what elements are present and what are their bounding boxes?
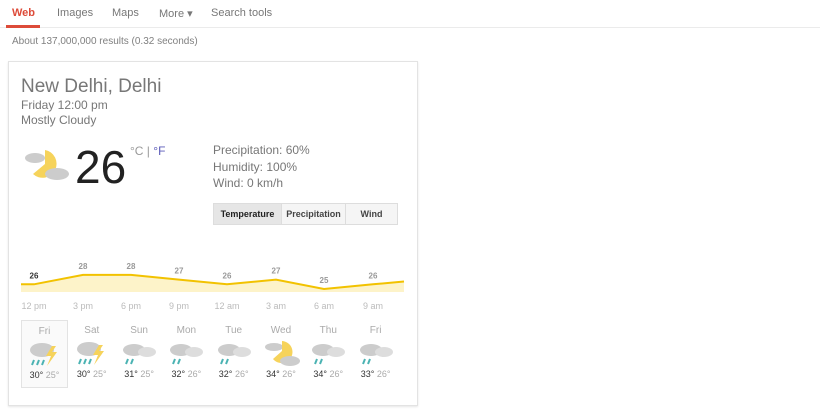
day-name: Sat	[84, 325, 100, 336]
day-name: Wed	[270, 325, 292, 336]
forecast-day[interactable]: Thu 34° 26°	[305, 320, 352, 388]
tab-web[interactable]: Web	[12, 7, 36, 19]
rain-cloud-icon	[123, 344, 157, 365]
active-tab-underline	[6, 25, 40, 28]
forecast-day[interactable]: Fri 33° 26°	[352, 320, 399, 388]
time-label: 6 pm	[120, 301, 141, 311]
rain-cloud-icon	[359, 344, 393, 365]
forecast-day[interactable]: Wed 34° 26°	[258, 320, 305, 388]
high-temp: 32°	[171, 369, 186, 379]
data-label: 27	[175, 267, 184, 276]
forecast-day[interactable]: Tue 32° 26°	[210, 320, 257, 388]
low-temp: 25°	[45, 370, 60, 380]
day-temps: 30° 25°	[68, 369, 115, 379]
thunderstorm-icon	[29, 343, 57, 366]
high-temp: 33°	[360, 369, 375, 379]
tab-maps[interactable]: Maps	[112, 7, 139, 19]
time-label: 3 pm	[72, 301, 93, 311]
day-name: Fri	[369, 325, 382, 336]
tab-temperature[interactable]: Temperature	[214, 204, 281, 224]
tab-precipitation[interactable]: Precipitation	[281, 204, 345, 224]
low-temp: 26°	[187, 369, 202, 379]
day-temps: 33° 26°	[352, 369, 399, 379]
rain-cloud-icon	[170, 344, 204, 365]
forecast-day[interactable]: Mon 32° 26°	[163, 320, 210, 388]
low-temp: 26°	[376, 369, 391, 379]
condition: Mostly Cloudy	[21, 113, 97, 127]
humidity: Humidity: 100%	[213, 160, 298, 174]
day-temps: 32° 26°	[163, 369, 210, 379]
low-temp: 26°	[329, 369, 344, 379]
low-temp: 25°	[93, 369, 107, 379]
day-temps: 30° 25°	[22, 370, 67, 380]
forecast-day[interactable]: Sun 31° 25°	[116, 320, 163, 388]
low-temp: 25°	[140, 369, 154, 379]
result-stats: About 137,000,000 results (0.32 seconds)	[12, 36, 198, 47]
celsius-unit[interactable]: °C	[130, 144, 144, 158]
current-temperature: 26	[75, 141, 127, 193]
time-label: 9 pm	[168, 301, 189, 311]
day-temps: 31° 25°	[116, 369, 163, 379]
tab-more[interactable]: More ▾	[159, 8, 193, 20]
unit-separator: |	[143, 144, 154, 158]
time-label: 12 am	[214, 301, 240, 311]
time-label: 3 am	[265, 301, 286, 311]
temperature-chart: 26 28 28 27 26 27 25 26	[21, 262, 405, 292]
high-temp: 34°	[266, 369, 280, 379]
high-temp: 32°	[218, 369, 233, 379]
data-label: 28	[127, 262, 136, 271]
day-name: Thu	[319, 325, 337, 336]
day-temps: 32° 26°	[210, 369, 257, 379]
location: New Delhi, Delhi	[21, 76, 162, 97]
day-name: Sun	[130, 325, 148, 336]
time-label: 12 pm	[21, 301, 47, 311]
tab-images[interactable]: Images	[57, 7, 94, 19]
unit-toggle: °C | °F	[130, 144, 165, 158]
data-label: 26	[223, 271, 232, 280]
time-label: 9 am	[362, 301, 383, 311]
chart-tabs: Temperature Precipitation Wind	[213, 203, 398, 225]
search-tools[interactable]: Search tools	[211, 7, 273, 19]
wind: Wind: 0 km/h	[213, 176, 284, 190]
day-temps: 34° 26°	[258, 369, 305, 379]
thunderstorm-icon	[76, 342, 104, 365]
high-temp: 30°	[76, 369, 91, 379]
chart-line	[21, 273, 405, 291]
data-label: 25	[320, 276, 329, 285]
low-temp: 26°	[282, 369, 296, 379]
high-temp: 31°	[124, 369, 138, 379]
high-temp: 30°	[29, 370, 44, 380]
forecast-day[interactable]: Sat 30° 25°	[68, 320, 115, 388]
low-temp: 26°	[234, 369, 249, 379]
day-temps: 34° 26°	[305, 369, 352, 379]
tab-wind[interactable]: Wind	[345, 204, 397, 224]
high-temp: 34°	[313, 369, 328, 379]
time-label: 6 am	[313, 301, 334, 311]
fahrenheit-unit[interactable]: °F	[153, 144, 166, 158]
partly-cloudy-icon	[265, 341, 300, 366]
day-name: Tue	[225, 325, 243, 336]
weather-card: New Delhi, Delhi Friday 12:00 pm Mostly …	[8, 61, 418, 406]
rain-cloud-icon	[312, 344, 346, 365]
data-label: 28	[79, 262, 88, 271]
search-nav: Web Images Maps More ▾ Search tools	[0, 0, 820, 28]
day-name: Fri	[38, 326, 51, 337]
partly-cloudy-icon	[25, 150, 69, 180]
forecast-day[interactable]: Fri 30° 25°	[21, 320, 68, 388]
rain-cloud-icon	[217, 344, 251, 365]
precipitation: Precipitation: 60%	[213, 143, 310, 157]
datetime: Friday 12:00 pm	[21, 98, 108, 112]
data-label: 26	[30, 271, 39, 280]
data-label: 27	[272, 267, 281, 276]
data-label: 26	[369, 271, 378, 280]
day-name: Mon	[176, 325, 197, 336]
